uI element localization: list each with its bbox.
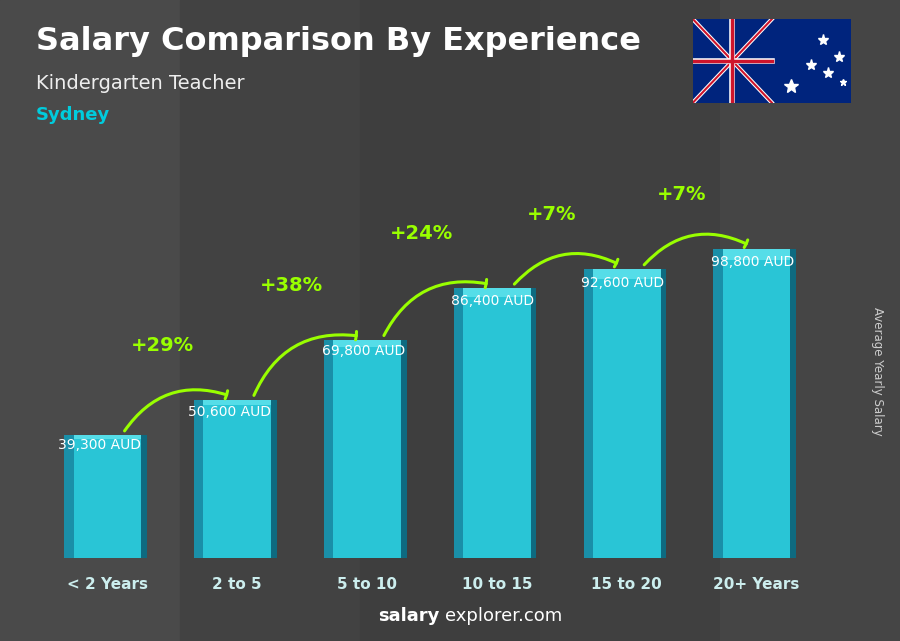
Bar xyxy=(333,340,400,558)
Bar xyxy=(400,340,407,558)
Bar xyxy=(324,340,333,558)
Text: 69,800 AUD: 69,800 AUD xyxy=(321,344,405,358)
Text: explorer.com: explorer.com xyxy=(446,607,562,625)
Text: 20+ Years: 20+ Years xyxy=(714,578,800,592)
Text: Average Yearly Salary: Average Yearly Salary xyxy=(871,308,884,436)
Bar xyxy=(454,288,464,558)
Text: +7%: +7% xyxy=(656,185,706,204)
Bar xyxy=(714,249,723,558)
Text: +29%: +29% xyxy=(130,336,194,355)
Bar xyxy=(203,400,271,405)
Bar xyxy=(723,249,790,260)
Bar xyxy=(74,435,141,558)
Text: 50,600 AUD: 50,600 AUD xyxy=(188,405,271,419)
Bar xyxy=(531,288,536,558)
Text: < 2 Years: < 2 Years xyxy=(67,578,148,592)
Bar xyxy=(464,288,531,558)
Bar xyxy=(194,400,203,558)
Text: +7%: +7% xyxy=(526,204,576,224)
Bar xyxy=(141,435,147,558)
Bar xyxy=(723,249,790,558)
Text: 98,800 AUD: 98,800 AUD xyxy=(711,254,795,269)
Text: 15 to 20: 15 to 20 xyxy=(591,578,662,592)
Text: Salary Comparison By Experience: Salary Comparison By Experience xyxy=(36,26,641,56)
Bar xyxy=(203,400,271,558)
Bar xyxy=(74,435,141,439)
Text: 10 to 15: 10 to 15 xyxy=(462,578,532,592)
Text: Kindergarten Teacher: Kindergarten Teacher xyxy=(36,74,245,93)
Text: Sydney: Sydney xyxy=(36,106,110,124)
Text: 5 to 10: 5 to 10 xyxy=(338,578,397,592)
Bar xyxy=(661,269,666,558)
Bar xyxy=(333,340,400,347)
Text: 2 to 5: 2 to 5 xyxy=(212,578,262,592)
Text: +38%: +38% xyxy=(260,276,323,295)
Bar xyxy=(583,269,593,558)
Text: 86,400 AUD: 86,400 AUD xyxy=(452,294,535,308)
Bar xyxy=(271,400,276,558)
Bar xyxy=(593,269,661,558)
Bar xyxy=(790,249,796,558)
Text: salary: salary xyxy=(378,607,439,625)
Bar xyxy=(593,269,661,279)
Text: 39,300 AUD: 39,300 AUD xyxy=(58,438,141,452)
Text: +24%: +24% xyxy=(390,224,454,243)
Bar xyxy=(464,288,531,297)
Bar xyxy=(64,435,74,558)
Text: 92,600 AUD: 92,600 AUD xyxy=(581,276,664,290)
